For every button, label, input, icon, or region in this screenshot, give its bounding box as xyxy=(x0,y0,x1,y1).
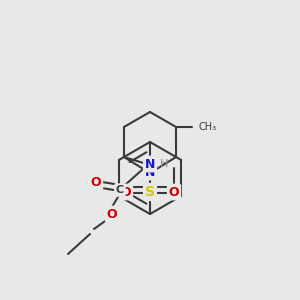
Text: S: S xyxy=(145,185,155,199)
Text: O: O xyxy=(121,185,131,199)
Text: O: O xyxy=(91,176,101,188)
Text: C: C xyxy=(116,185,124,195)
Text: O: O xyxy=(169,185,179,199)
Text: N: N xyxy=(145,166,155,178)
Text: CH₃: CH₃ xyxy=(198,122,216,132)
Text: O: O xyxy=(107,208,117,220)
Text: N: N xyxy=(145,158,155,170)
Text: H: H xyxy=(160,159,168,169)
